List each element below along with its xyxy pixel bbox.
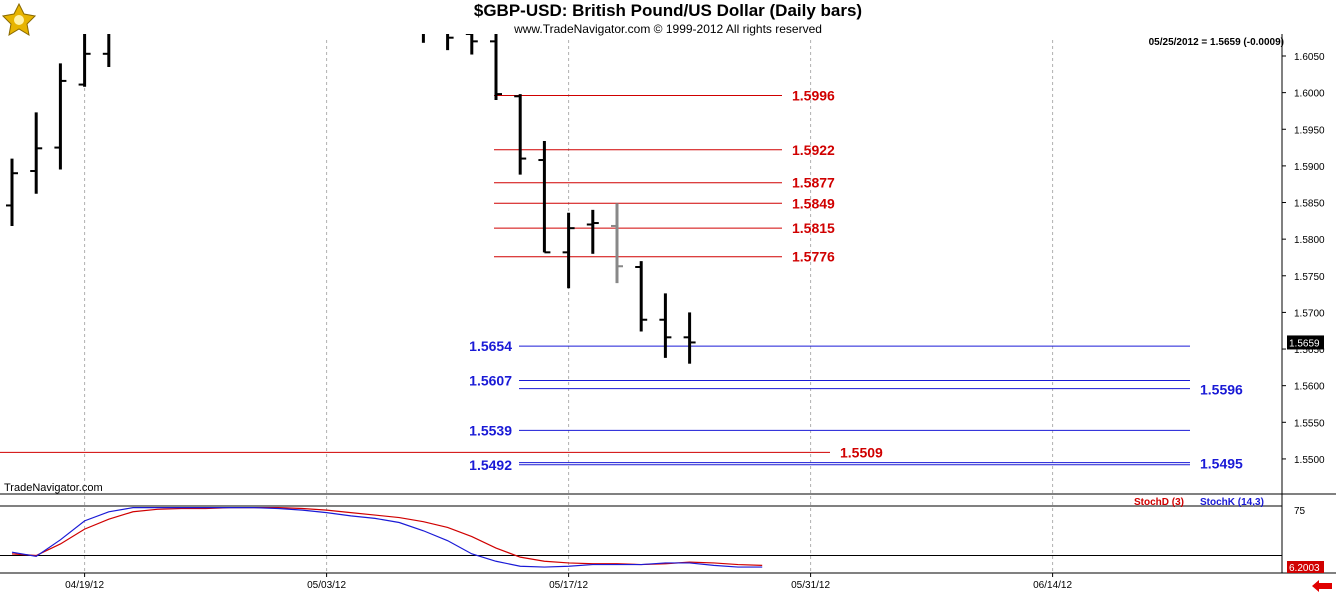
copyright-subtitle: www.TradeNavigator.com © 1999-2012 All r… (514, 22, 822, 36)
y-tick-label: 1.6050 (1294, 52, 1325, 63)
price-readout: 05/25/2012 = 1.5659 (-0.0009) (1148, 37, 1284, 48)
resistance-label: 1.5877 (792, 175, 835, 191)
y-tick-label: 1.5950 (1294, 125, 1325, 136)
chart-title: $GBP-USD: British Pound/US Dollar (Daily… (473, 1, 863, 20)
support-label: 1.5495 (1200, 456, 1243, 472)
last-price-box (1287, 335, 1324, 350)
resistance-label: 1.5996 (792, 88, 835, 104)
resistance-label: 1.5815 (792, 220, 835, 236)
stoch-series-line (11, 507, 763, 566)
y-tick-label: 1.5700 (1294, 308, 1325, 319)
support-label: 1.5607 (469, 373, 512, 389)
x-tick-label: 05/17/12 (549, 580, 588, 591)
support-label: 1.5654 (469, 338, 512, 354)
stoch-y-tick-label: 75 (1294, 506, 1306, 517)
resistance-label: 1.5922 (792, 142, 835, 158)
ohlc-bar (30, 112, 43, 194)
y-tick-label: 1.6000 (1294, 89, 1325, 100)
y-tick-label: 1.5850 (1294, 199, 1325, 210)
ohlc-bar (611, 203, 623, 284)
support-label: 1.5492 (469, 457, 512, 473)
y-tick-label: 1.5750 (1294, 272, 1325, 283)
x-tick-label: 05/31/12 (791, 580, 830, 591)
ohlc-bar (586, 209, 599, 254)
support-label: 1.5596 (1200, 382, 1243, 398)
ohlc-bar (683, 312, 696, 364)
ohlc-bar (635, 261, 648, 332)
ohlc-bar (514, 94, 527, 175)
ohlc-bar (562, 212, 575, 289)
y-tick-label: 1.5900 (1294, 162, 1325, 173)
header-band (0, 0, 1336, 34)
ohlc-bar (538, 140, 551, 254)
resistance-label: 1.5509 (840, 444, 883, 460)
ohlc-bar (78, 31, 91, 87)
scroll-left-arrow-icon[interactable] (1311, 579, 1333, 593)
resistance-label: 1.5849 (792, 195, 835, 211)
ohlc-bar (490, 30, 502, 100)
y-tick-label: 1.5550 (1294, 418, 1325, 429)
y-tick-label: 1.5500 (1294, 455, 1325, 466)
stoch-last-label: 6.2003 (1289, 563, 1320, 574)
resistance-label: 1.5776 (792, 249, 835, 265)
x-tick-label: 06/14/12 (1033, 580, 1072, 591)
legend-stochk: StochK (14,3) (1200, 497, 1264, 508)
x-tick-label: 04/19/12 (65, 580, 104, 591)
y-tick-label: 1.5800 (1294, 235, 1325, 246)
watermark: TradeNavigator.com (4, 482, 103, 494)
ohlc-bar (54, 63, 67, 170)
stoch-last-box (1287, 561, 1324, 573)
legend-stochd: StochD (3) (1134, 497, 1184, 508)
x-tick-label: 05/03/12 (307, 580, 346, 591)
stoch-series-line (11, 507, 763, 568)
ohlc-bar (6, 158, 18, 226)
support-label: 1.5539 (469, 422, 512, 438)
y-tick-label: 1.5600 (1294, 382, 1325, 393)
tradenavigator-logo-icon (1, 2, 37, 36)
ohlc-bar (659, 293, 672, 358)
y-tick-label: 1.5650 (1294, 345, 1325, 356)
last-price-label: 1.5659 (1289, 338, 1320, 349)
